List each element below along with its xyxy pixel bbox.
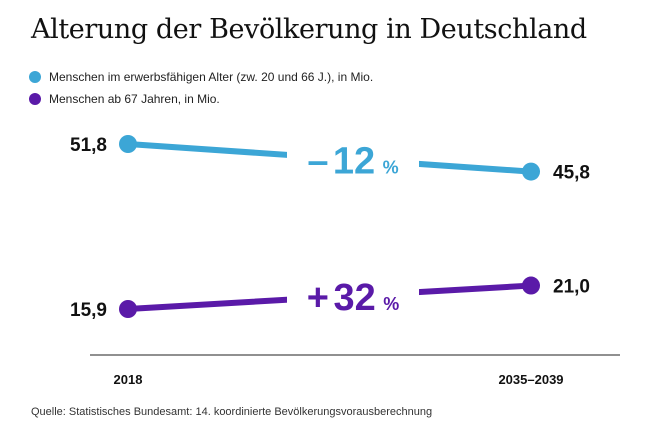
change-label-background-seniors: [287, 271, 419, 318]
legend-item-seniors: Menschen ab 67 Jahren, in Mio.: [29, 92, 220, 106]
legend-marker-seniors: [29, 93, 41, 105]
data-point-working-age-2035-2039: [522, 162, 540, 181]
change-unit-working-age: %: [383, 157, 399, 177]
change-label-seniors: + 32 %: [307, 277, 399, 319]
legend-label-seniors: Menschen ab 67 Jahren, in Mio.: [49, 92, 220, 106]
data-label-working-age-2018: 51,8: [70, 135, 107, 156]
legend-item-working-age: Menschen im erwerbsfähigen Alter (zw. 20…: [29, 70, 373, 84]
data-point-seniors-2035-2039: [522, 276, 540, 295]
source-note: Quelle: Statistisches Bundesamt: 14. koo…: [31, 406, 433, 418]
change-value-seniors: 32: [333, 277, 375, 319]
change-sign-working-age: –: [307, 140, 328, 182]
data-label-seniors-2035-2039: 21,0: [553, 277, 590, 298]
x-tick-label-2018: 2018: [114, 372, 143, 387]
change-label-background-working-age: [287, 135, 419, 182]
change-unit-seniors: %: [383, 294, 399, 314]
data-point-seniors-2018: [119, 300, 137, 318]
legend-marker-working-age: [29, 71, 41, 83]
chart-title: Alterung der Bevölkerung in Deutschland: [31, 14, 587, 45]
x-tick-label-2035-2039: 2035–2039: [498, 372, 563, 387]
change-label-working-age: – 12 %: [307, 140, 398, 182]
change-sign-seniors: +: [307, 277, 329, 319]
data-label-seniors-2018: 15,9: [70, 300, 107, 321]
legend-label-working-age: Menschen im erwerbsfähigen Alter (zw. 20…: [49, 70, 374, 84]
data-point-working-age-2018: [119, 135, 137, 153]
change-value-working-age: 12: [333, 140, 375, 182]
data-label-working-age-2035-2039: 45,8: [553, 163, 590, 184]
